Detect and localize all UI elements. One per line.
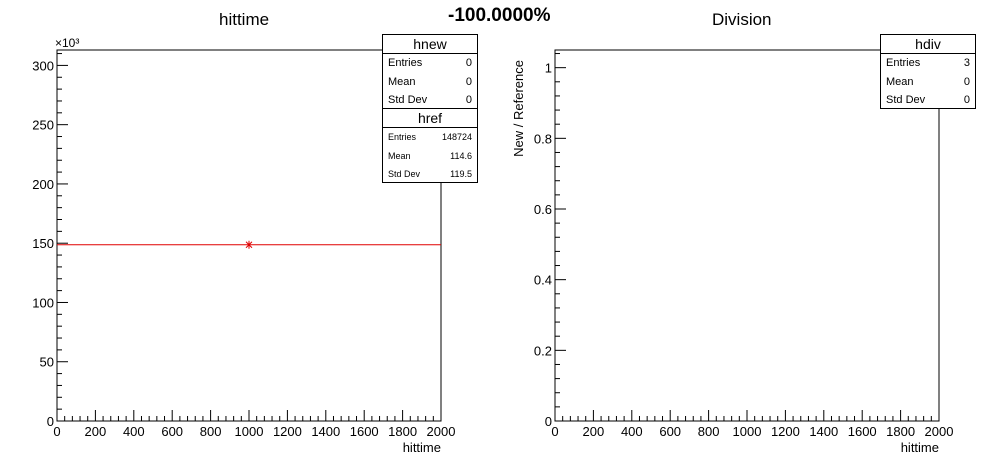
stats-row-entries: Entries 0 bbox=[383, 54, 477, 73]
x-tick-label: 1400 bbox=[311, 424, 340, 439]
bin-marker-diag bbox=[245, 241, 253, 249]
stats-label: Mean bbox=[886, 75, 914, 88]
right-pad-title: Division bbox=[712, 10, 772, 29]
y-tick-label: 200 bbox=[32, 177, 54, 192]
x-tick-label: 1000 bbox=[235, 424, 264, 439]
x-tick-label: 1200 bbox=[273, 424, 302, 439]
x-tick-label: 800 bbox=[698, 424, 720, 439]
x-tick-label: 600 bbox=[659, 424, 681, 439]
left-pad-title: hittime bbox=[219, 10, 270, 29]
stats-label: Mean bbox=[388, 75, 416, 88]
stats-row-stddev: Std Dev 0 bbox=[881, 91, 975, 110]
stats-row-mean: Mean 0 bbox=[881, 73, 975, 92]
x-tick-label: 600 bbox=[161, 424, 183, 439]
stats-row-stddev: Std Dev 0 bbox=[383, 91, 477, 110]
y-tick-label: 0.2 bbox=[534, 343, 552, 358]
x-tick-label: 1800 bbox=[886, 424, 915, 439]
stats-row-mean: Mean 0 bbox=[383, 73, 477, 92]
right-pad: 0 200 400 600 800 1000 1200 1400 1600 1800 2000 0 0.… bbox=[511, 49, 954, 455]
stats-row-stddev: Std Dev 119.5 bbox=[383, 165, 477, 184]
x-tick-label: 1000 bbox=[733, 424, 762, 439]
x-axis-label: hittime bbox=[403, 440, 441, 455]
stats-value: 3 bbox=[963, 57, 970, 69]
left-pad: 0 200 400 600 800 1000 1200 1400 1600 1800 2000 0 50… bbox=[32, 36, 455, 455]
stats-value: 114.6 bbox=[450, 150, 472, 161]
x-axis-label: hittime bbox=[901, 440, 939, 455]
stats-label: Std Dev bbox=[388, 94, 428, 106]
x-tick-label: 0 bbox=[53, 424, 60, 439]
stats-title-href: href bbox=[383, 109, 477, 128]
stats-row-entries: Entries 148724 bbox=[383, 128, 477, 147]
stats-box-hnew: hnew Entries 0 Mean 0 Std Dev 0 bbox=[382, 34, 478, 109]
y-multiplier-label: ×10³ bbox=[55, 36, 79, 50]
stats-value: 0 bbox=[963, 94, 970, 106]
stats-row-entries: Entries 3 bbox=[881, 54, 975, 73]
stats-title-hnew: hnew bbox=[383, 35, 477, 54]
y-tick-label: 0.6 bbox=[534, 202, 552, 217]
stats-box-hdiv: hdiv Entries 3 Mean 0 Std Dev 0 bbox=[880, 34, 976, 109]
x-tick-label: 400 bbox=[621, 424, 643, 439]
stats-label: Entries bbox=[886, 57, 921, 69]
stats-value: 0 bbox=[465, 57, 472, 69]
y-tick-label: 0 bbox=[47, 414, 54, 429]
stats-row-mean: Mean 114.6 bbox=[383, 147, 477, 166]
x-tick-label: 0 bbox=[551, 424, 558, 439]
x-tick-label: 200 bbox=[583, 424, 605, 439]
y-tick-label: 0.4 bbox=[534, 273, 552, 288]
y-tick-label: 100 bbox=[32, 295, 54, 310]
stats-label: Mean bbox=[388, 150, 411, 161]
x-tick-label: 1800 bbox=[388, 424, 417, 439]
stats-label: Std Dev bbox=[388, 169, 421, 179]
main-title: -100.0000% bbox=[448, 5, 551, 26]
stats-value: 148724 bbox=[441, 132, 472, 142]
x-tick-label: 1400 bbox=[809, 424, 838, 439]
x-tick-label: 800 bbox=[200, 424, 222, 439]
x-tick-label: 200 bbox=[85, 424, 107, 439]
stats-label: Std Dev bbox=[886, 94, 926, 106]
x-tick-label: 2000 bbox=[427, 424, 456, 439]
stats-label: Entries bbox=[388, 57, 423, 69]
y-tick-label: 1 bbox=[545, 61, 552, 76]
stats-value: 0 bbox=[465, 94, 472, 106]
stats-box-href: href Entries 148724 Mean 114.6 Std Dev 1… bbox=[382, 108, 478, 183]
x-tick-label: 1600 bbox=[848, 424, 877, 439]
y-axis-label: New / Reference bbox=[511, 60, 526, 157]
x-tick-label: 2000 bbox=[925, 424, 954, 439]
y-tick-label: 0 bbox=[545, 414, 552, 429]
stats-value: 119.5 bbox=[450, 169, 472, 179]
y-tick-label: 150 bbox=[32, 236, 54, 251]
stats-label: Entries bbox=[388, 132, 417, 142]
y-tick-label: 250 bbox=[32, 118, 54, 133]
y-tick-label: 0.8 bbox=[534, 131, 552, 146]
x-tick-label: 400 bbox=[123, 424, 145, 439]
x-tick-label: 1600 bbox=[350, 424, 379, 439]
x-tick-label: 1200 bbox=[771, 424, 800, 439]
stats-value: 0 bbox=[465, 75, 472, 88]
y-tick-label: 300 bbox=[32, 58, 54, 73]
stats-value: 0 bbox=[963, 75, 970, 88]
stats-title-hdiv: hdiv bbox=[881, 35, 975, 54]
y-tick-label: 50 bbox=[40, 355, 54, 370]
